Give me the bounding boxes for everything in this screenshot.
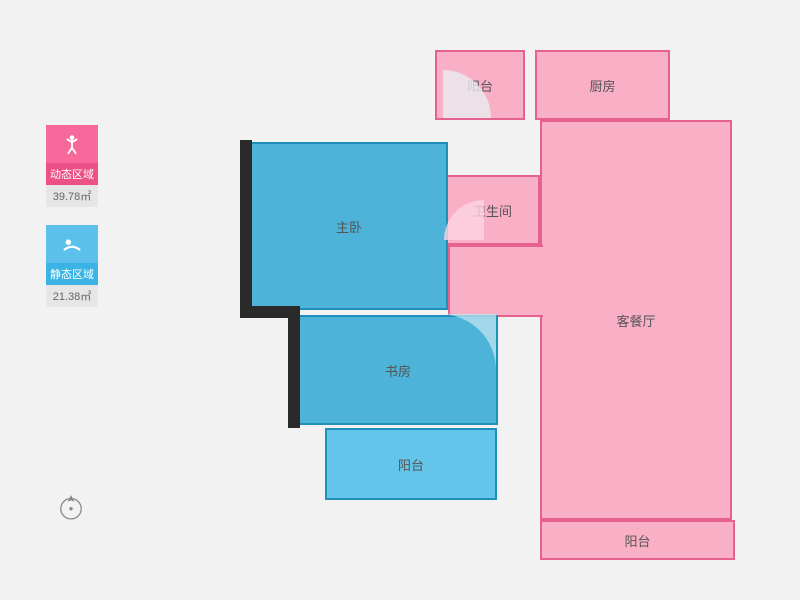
door-arc-icon [440,314,498,372]
legend-dynamic-label: 动态区域 [46,163,98,185]
room-balcony-blue: 阳台 [325,428,497,500]
legend-dynamic-value: 39.78㎡ [46,185,98,207]
room-kitchen: 厨房 [535,50,670,120]
room-master-bedroom-label: 主卧 [336,217,362,236]
compass-icon [54,490,88,529]
people-icon [61,133,83,155]
floorplan: 客餐厅 阳台 厨房 卫生间 主卧 书房 阳台 阳台 [240,50,740,560]
room-living: 客餐厅 [540,120,732,520]
room-master-bedroom: 主卧 [250,142,448,310]
legend-dynamic-swatch [46,125,98,163]
legend-static-swatch [46,225,98,263]
room-balcony-bottom: 阳台 [540,520,735,560]
room-living-hall [448,245,543,317]
wall-segment [288,306,300,428]
sleep-icon [61,233,83,255]
wall-segment [240,140,252,315]
legend-panel: 动态区域 39.78㎡ 静态区域 21.38㎡ [42,125,102,325]
room-balcony-blue-label: 阳台 [398,455,424,474]
door-arc-icon [678,50,736,108]
legend-static-value: 21.38㎡ [46,285,98,307]
door-arc-icon [444,200,486,242]
room-living-label: 客餐厅 [616,311,655,330]
room-kitchen-label: 厨房 [589,76,615,95]
legend-static-label: 静态区域 [46,263,98,285]
legend-dynamic: 动态区域 39.78㎡ [42,125,102,207]
room-study-label: 书房 [385,361,411,380]
door-arc-icon [443,70,493,120]
legend-static: 静态区域 21.38㎡ [42,225,102,307]
room-balcony-bottom-label: 阳台 [624,531,650,550]
